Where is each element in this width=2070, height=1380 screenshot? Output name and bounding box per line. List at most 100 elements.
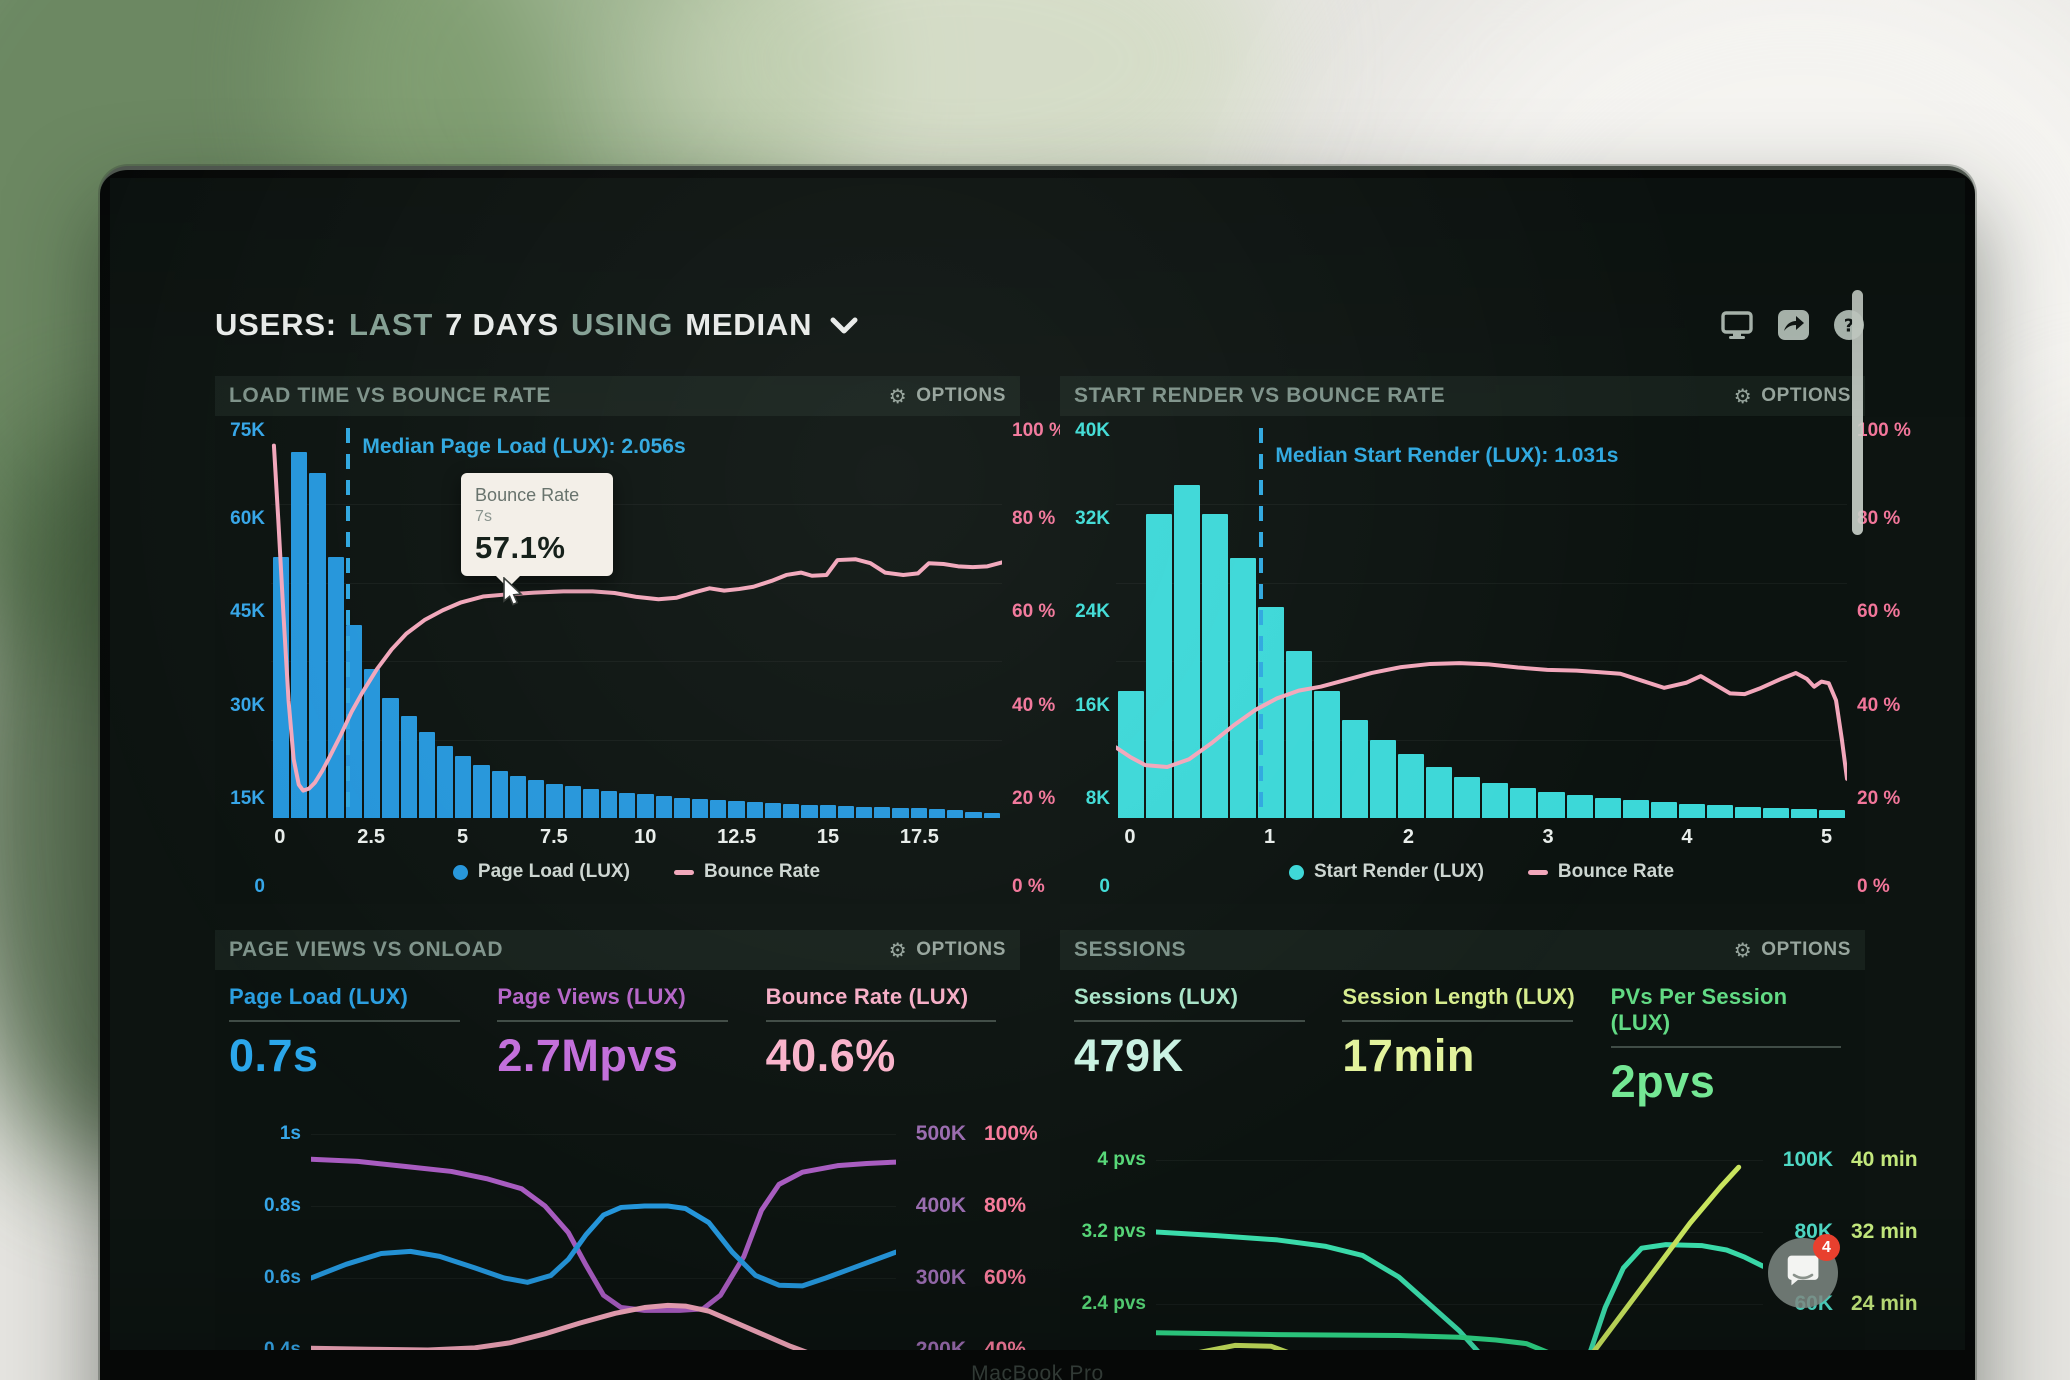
bar[interactable] [692, 798, 709, 818]
y-tick: 100% [984, 1122, 1038, 1145]
bar[interactable] [309, 473, 326, 818]
bar[interactable] [947, 810, 964, 818]
bar[interactable] [1566, 795, 1593, 818]
legend-item-page-load[interactable]: Page Load (LUX) [452, 861, 630, 883]
share-icon[interactable] [1777, 310, 1809, 340]
panel-title: START RENDER VS BOUNCE RATE [1074, 384, 1446, 407]
plot [311, 1098, 896, 1350]
options-button[interactable]: ⚙ OPTIONS [1734, 939, 1851, 961]
bar[interactable] [764, 803, 782, 818]
panel-page-views-vs-onload: PAGE VIEWS VS ONLOAD ⚙ OPTIONS Page Load… [215, 930, 1038, 1350]
plot: Median Page Load (LUX): 2.056s Bounce Ra… [271, 426, 1002, 818]
bar[interactable] [710, 800, 727, 818]
bar[interactable] [673, 797, 691, 818]
bar[interactable] [837, 805, 854, 818]
bar[interactable] [436, 745, 454, 818]
bar[interactable] [1650, 802, 1677, 818]
options-button[interactable]: ⚙ OPTIONS [889, 385, 1006, 407]
time-range-dropdown[interactable]: USERS: LAST 7 DAYS USING MEDIAN [215, 307, 858, 343]
legend-item-bounce-rate[interactable]: Bounce Rate [673, 861, 821, 883]
scrollbar-thumb[interactable] [1852, 290, 1863, 535]
chat-button[interactable]: 4 [1768, 1234, 1840, 1308]
bar[interactable] [965, 811, 982, 818]
metric-page-views: Page Views (LUX) 2.7Mpvs [497, 984, 737, 1082]
bar[interactable] [1706, 805, 1733, 818]
bar[interactable] [509, 776, 527, 818]
bar[interactable] [783, 803, 800, 818]
bar[interactable] [1118, 690, 1145, 818]
bar[interactable] [473, 764, 490, 818]
bar[interactable] [1790, 809, 1817, 818]
legend-label: Bounce Rate [703, 861, 821, 882]
bar[interactable] [637, 794, 654, 818]
y-axis-right: 100 % 80 % 60 % 40 % 20 % 0 % [1847, 420, 1917, 898]
bar[interactable] [546, 783, 563, 818]
y-tick: 40K [1075, 419, 1110, 441]
bar[interactable] [291, 452, 308, 818]
bar[interactable] [600, 790, 618, 818]
y-tick: 0 [254, 876, 265, 898]
bar[interactable] [382, 697, 399, 818]
bar[interactable] [655, 796, 672, 818]
y-tick: 15K [230, 787, 265, 809]
y-tick: 32K [1075, 508, 1110, 530]
y-tick: 80% [984, 1194, 1027, 1217]
bar[interactable] [1482, 782, 1509, 818]
bar[interactable] [1734, 807, 1761, 818]
chart-area: 1s 0.8s 0.6s 0.4s 500K [223, 1098, 1038, 1350]
bar[interactable] [892, 807, 909, 818]
bar[interactable] [910, 808, 927, 818]
bar[interactable] [746, 802, 763, 818]
title-users: USERS: [215, 307, 337, 342]
bar[interactable] [418, 731, 435, 818]
legend-label: Page Load (LUX) [477, 861, 630, 882]
histogram-bars[interactable] [1116, 426, 1847, 818]
title-using: USING [571, 307, 674, 342]
bar[interactable] [856, 806, 873, 818]
bar[interactable] [1314, 690, 1341, 818]
legend-item-bounce-rate[interactable]: Bounce Rate [1527, 861, 1674, 883]
bar[interactable] [1538, 791, 1565, 818]
bar[interactable] [1622, 800, 1649, 818]
legend-item-start-render[interactable]: Start Render (LUX) [1288, 861, 1484, 883]
bar[interactable] [1426, 767, 1453, 818]
bar[interactable] [983, 812, 1000, 818]
bar[interactable] [1202, 514, 1229, 818]
bar[interactable] [1342, 720, 1369, 818]
bar[interactable] [564, 786, 581, 818]
gridline [1116, 582, 1847, 584]
options-button[interactable]: ⚙ OPTIONS [1734, 385, 1851, 407]
title-median: MEDIAN [685, 307, 813, 342]
bar[interactable] [1594, 798, 1621, 818]
bar[interactable] [619, 792, 636, 818]
bar[interactable] [1818, 810, 1845, 818]
bar[interactable] [364, 669, 381, 818]
bar[interactable] [1510, 787, 1537, 818]
bar[interactable] [1762, 808, 1789, 818]
bar[interactable] [1370, 739, 1397, 818]
bar[interactable] [1454, 776, 1481, 818]
y-tick: 2.4 pvs [1081, 1293, 1146, 1314]
bar[interactable] [1286, 651, 1313, 818]
y-tick: 40 % [1857, 694, 1901, 716]
bar[interactable] [728, 801, 745, 818]
bar[interactable] [400, 716, 417, 818]
bar[interactable] [819, 805, 836, 818]
y-tick: 60 % [1012, 601, 1056, 623]
gridline [1116, 661, 1847, 663]
display-icon[interactable] [1721, 310, 1753, 340]
bar[interactable] [1230, 558, 1257, 818]
y-axis-right: 100K 40 min 80K 32 min 60K 24 min 40K [1763, 1124, 1918, 1350]
bar[interactable] [1398, 754, 1425, 818]
bar[interactable] [491, 770, 508, 818]
bar[interactable] [1678, 804, 1705, 818]
bar[interactable] [455, 756, 472, 818]
options-button[interactable]: ⚙ OPTIONS [889, 939, 1006, 961]
bar[interactable] [874, 807, 891, 818]
legend-dash [1527, 869, 1548, 875]
bar[interactable] [582, 788, 599, 818]
bar[interactable] [801, 804, 818, 818]
bar[interactable] [528, 780, 545, 818]
bar[interactable] [928, 809, 946, 818]
panel-title: LOAD TIME VS BOUNCE RATE [229, 384, 552, 407]
